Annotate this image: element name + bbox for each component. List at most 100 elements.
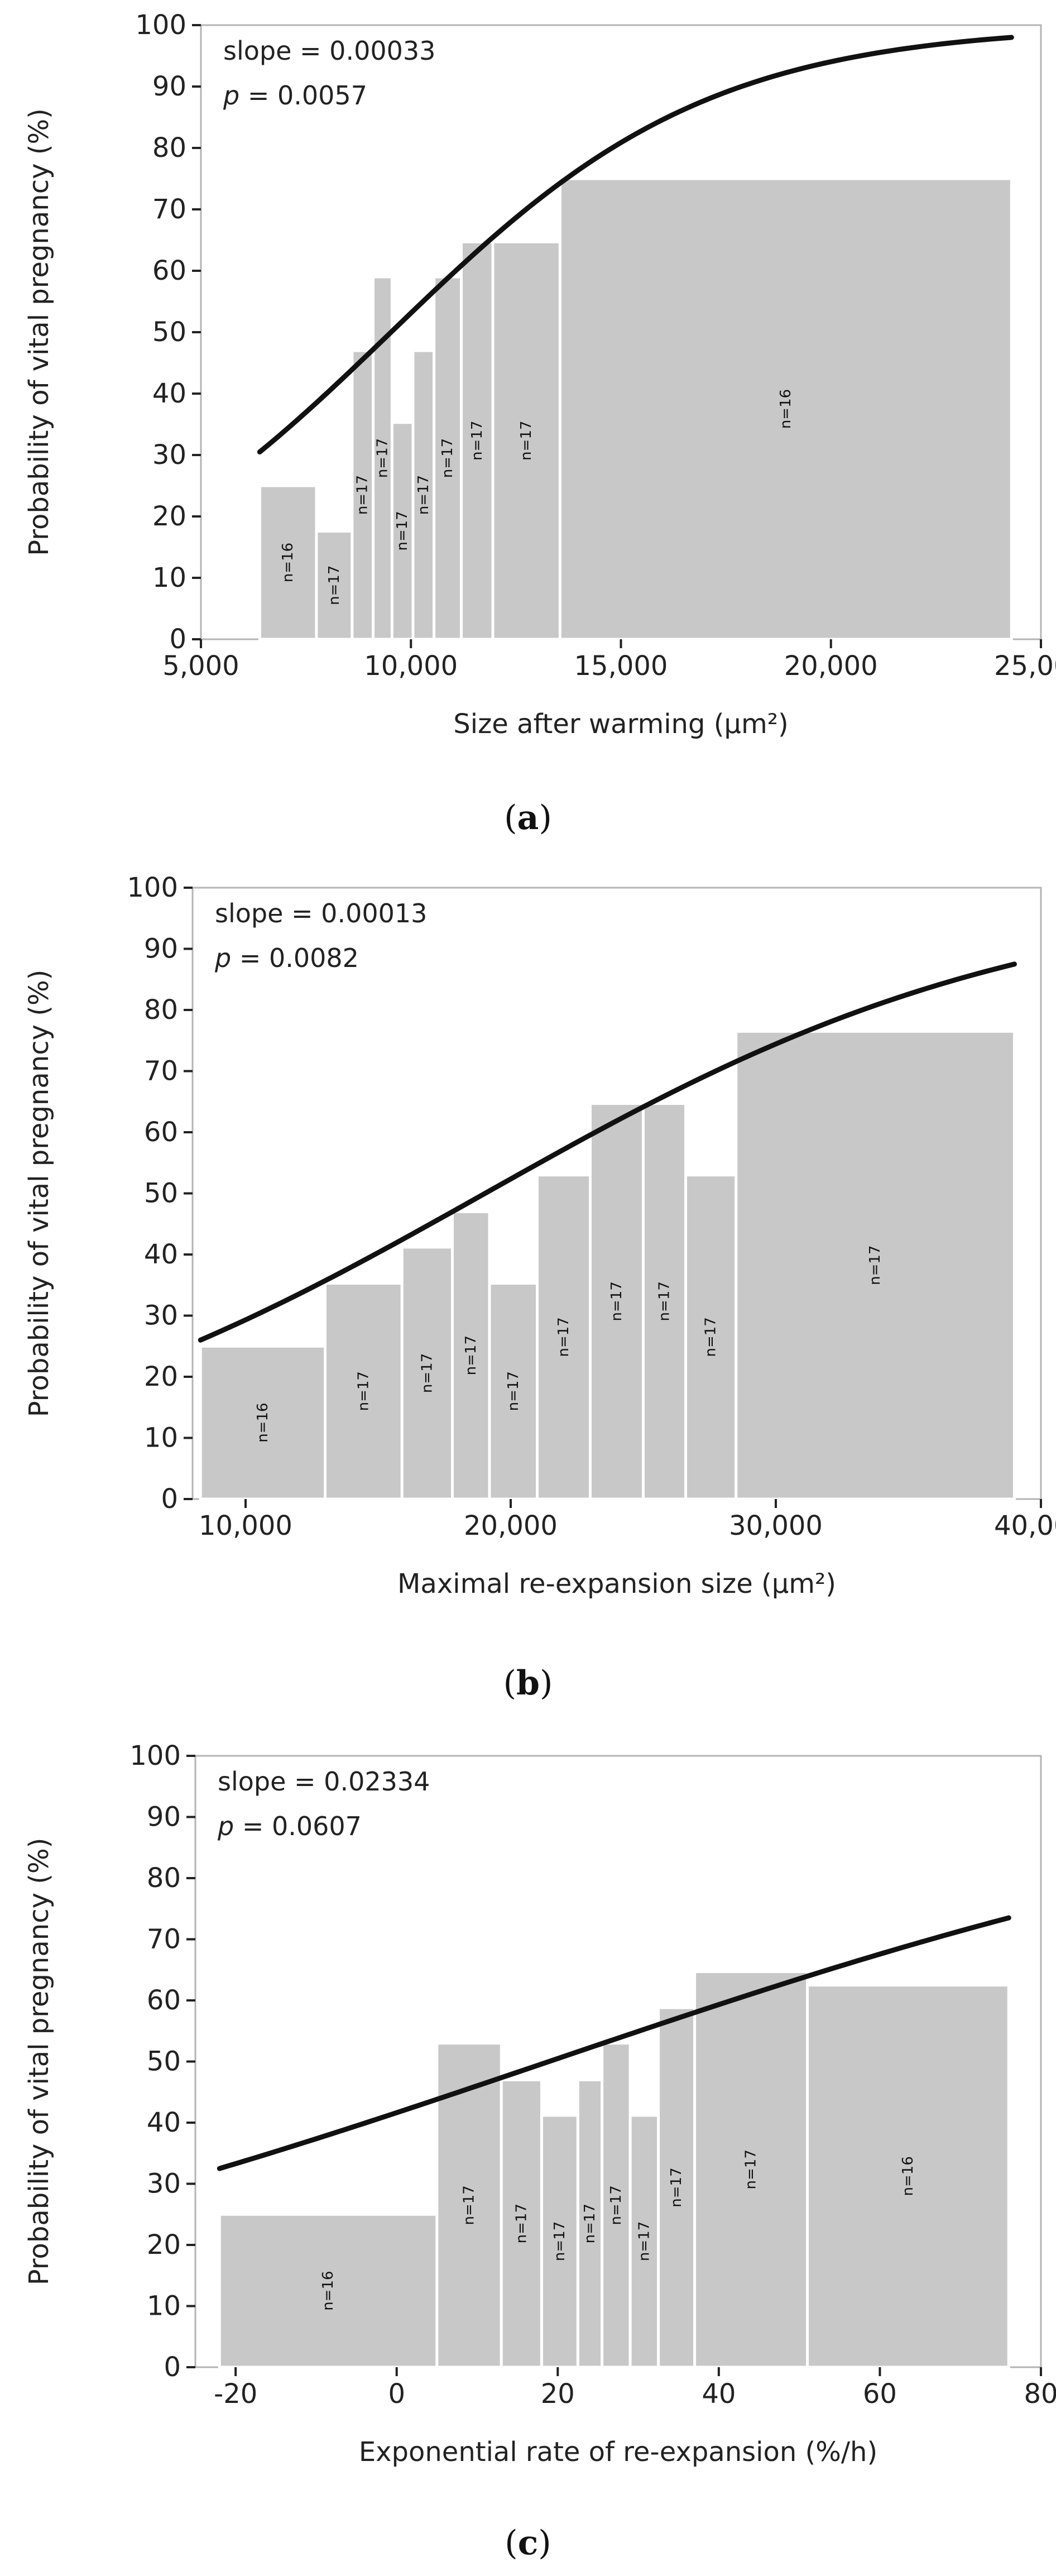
bar-n-label: n=16 bbox=[900, 2156, 916, 2196]
y-tick-label: 30 bbox=[144, 1300, 178, 1332]
y-tick-label: 10 bbox=[152, 562, 186, 593]
panel-label-close-paren: ) bbox=[538, 2524, 551, 2563]
y-tick-label: 60 bbox=[147, 1985, 181, 2016]
x-tick-label: 10,000 bbox=[199, 1510, 292, 1541]
chart-panel-c: n=16 n=17 n=17 n=17 n=17 n=17 n=17 n=17 n=17 n=16… bbox=[23, 1740, 1056, 2563]
y-tick-label: 40 bbox=[144, 1239, 178, 1270]
bar-6 bbox=[601, 2042, 632, 2369]
x-tick-label: 60 bbox=[863, 2378, 897, 2410]
bar-5 bbox=[488, 1281, 539, 1501]
bar-n-label: n=17 bbox=[608, 1281, 625, 1321]
bar-n-label: n=16 bbox=[280, 543, 296, 582]
panel-label-close-paren: ) bbox=[540, 1664, 553, 1703]
y-tick-label: 90 bbox=[147, 1802, 181, 1833]
bar-n-label: n=17 bbox=[636, 2221, 652, 2261]
panel-label-open-paren: ( bbox=[503, 1664, 516, 1703]
y-tick-label: 0 bbox=[164, 2352, 181, 2383]
panel-label-open-paren: ( bbox=[504, 798, 517, 837]
bar-n-label: n=17 bbox=[582, 2204, 598, 2243]
y-tick-label: 90 bbox=[152, 71, 186, 102]
p-value-annotation: p = 0.0082 bbox=[214, 943, 359, 973]
bar-n-label: n=17 bbox=[355, 1371, 372, 1411]
bar-2 bbox=[315, 529, 354, 641]
p-value: = 0.0057 bbox=[239, 80, 367, 111]
y-tick-label: 70 bbox=[144, 1056, 178, 1087]
bar-n-label: n=17 bbox=[469, 420, 486, 460]
bar-n-label: n=17 bbox=[439, 438, 456, 478]
bar-n-label: n=17 bbox=[608, 2185, 625, 2225]
bar-1 bbox=[258, 484, 318, 641]
x-tick-label: 15,000 bbox=[574, 650, 668, 682]
slope-annotation: slope = 0.00033 bbox=[223, 36, 435, 66]
p-symbol: p bbox=[214, 943, 231, 973]
y-tick-label: 20 bbox=[147, 2229, 181, 2261]
bar-n-label: n=17 bbox=[415, 475, 432, 515]
x-axis-title: Exponential rate of re-expansion (%/h) bbox=[359, 2436, 877, 2468]
bar-10 bbox=[558, 177, 1013, 641]
y-tick-label: 70 bbox=[147, 1924, 181, 1955]
y-axis-title: Probability of vital pregnancy (%) bbox=[23, 108, 55, 556]
panel-label: (b) bbox=[503, 1664, 553, 1703]
x-tick-label: -20 bbox=[214, 2378, 257, 2410]
x-tick-label: 30,000 bbox=[729, 1510, 823, 1541]
bar-n-label: n=17 bbox=[867, 1245, 884, 1285]
y-tick-label: 50 bbox=[152, 317, 186, 348]
p-value-annotation: p = 0.0057 bbox=[223, 80, 367, 111]
bar-n-label: n=17 bbox=[656, 1281, 673, 1321]
bars bbox=[199, 1030, 1016, 1501]
slope-annotation: slope = 0.02334 bbox=[218, 1766, 430, 1797]
y-tick-label: 80 bbox=[144, 994, 178, 1026]
bars bbox=[218, 1970, 1010, 2369]
y-tick-label: 80 bbox=[152, 132, 186, 164]
y-tick-label: 30 bbox=[152, 439, 186, 471]
bar-n-label: n=16 bbox=[320, 2271, 337, 2310]
bar-8 bbox=[642, 1102, 687, 1501]
bar-9 bbox=[491, 240, 561, 641]
slope-annotation: slope = 0.00013 bbox=[215, 898, 427, 928]
bar-n-label: n=17 bbox=[703, 1317, 719, 1357]
bar-8 bbox=[460, 240, 495, 641]
bar-n-label: n=17 bbox=[668, 2167, 685, 2207]
y-tick-label: 0 bbox=[169, 624, 186, 655]
bar-n-label: n=16 bbox=[255, 1402, 271, 1442]
bar-9 bbox=[693, 1970, 809, 2369]
panel-label-letter: a bbox=[517, 798, 539, 837]
panel-label-letter: c bbox=[518, 2524, 539, 2563]
y-tick-label: 90 bbox=[144, 933, 178, 965]
y-tick-label: 50 bbox=[147, 2046, 181, 2077]
x-tick-label: 80 bbox=[1024, 2378, 1056, 2410]
bar-7 bbox=[628, 2114, 660, 2369]
panel-label: (c) bbox=[505, 2524, 551, 2563]
fit-curve bbox=[198, 961, 1017, 1343]
y-tick-label: 60 bbox=[152, 255, 186, 286]
x-tick-label: 20,000 bbox=[464, 1510, 558, 1541]
bar-n-label: n=17 bbox=[394, 511, 411, 550]
bar-3 bbox=[500, 2078, 543, 2369]
y-tick-label: 80 bbox=[147, 1862, 181, 1894]
p-value: = 0.0607 bbox=[234, 1811, 362, 1841]
bar-n-label: n=17 bbox=[555, 1317, 572, 1357]
x-tick-label: 0 bbox=[388, 2378, 405, 2410]
bar-n-label: n=17 bbox=[326, 566, 343, 605]
bar-n-label: n=17 bbox=[743, 2149, 760, 2189]
bar-n-label: n=17 bbox=[419, 1353, 435, 1393]
y-tick-label: 0 bbox=[161, 1483, 178, 1515]
panel-label-letter: b bbox=[516, 1664, 540, 1703]
x-tick-label: 40,000 bbox=[994, 1510, 1056, 1541]
y-tick-label: 60 bbox=[144, 1117, 178, 1148]
y-tick-label: 100 bbox=[127, 872, 178, 903]
p-symbol: p bbox=[223, 80, 239, 111]
y-tick-label: 40 bbox=[152, 378, 186, 409]
p-value: = 0.0082 bbox=[231, 943, 359, 973]
p-value-annotation: p = 0.0607 bbox=[217, 1811, 362, 1841]
bar-1 bbox=[218, 2213, 439, 2369]
bar-n-label: n=17 bbox=[551, 2221, 568, 2261]
y-tick-label: 50 bbox=[144, 1178, 178, 1209]
bar-6 bbox=[536, 1174, 592, 1501]
bar-n-label: n=17 bbox=[513, 2204, 530, 2243]
panel-label: (a) bbox=[504, 798, 552, 837]
x-tick-label: 10,000 bbox=[364, 650, 458, 682]
x-tick-label: 5,000 bbox=[162, 650, 239, 682]
fit-curve bbox=[257, 35, 1014, 454]
